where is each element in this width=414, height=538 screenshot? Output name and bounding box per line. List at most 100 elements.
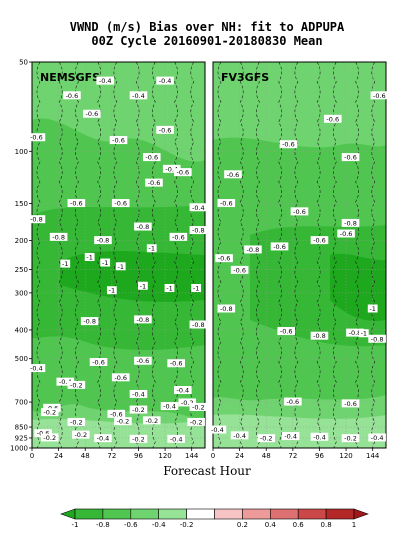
contour-label-box (137, 281, 148, 290)
contour-line (58, 62, 63, 448)
contour-label-box (100, 258, 111, 267)
colorbar-segment (214, 508, 243, 520)
contour-label: -0.8 (220, 305, 233, 313)
colorbar-arrow-high (353, 508, 369, 520)
colorbar-segment (158, 508, 187, 520)
x-tick-label: 24 (235, 452, 244, 460)
contour-label-box (310, 432, 329, 441)
contour-label-box (187, 417, 205, 426)
contour-label: -0.8 (313, 332, 326, 340)
contour-label-box (358, 329, 369, 338)
contour-label-box (224, 170, 242, 179)
contour-line (316, 62, 321, 448)
x-tick-label: 120 (158, 452, 171, 460)
contour-label: -0.6 (86, 110, 99, 118)
contour-label: -1 (102, 259, 108, 267)
contour-label-box (34, 429, 52, 438)
contour-label: -1 (193, 284, 199, 292)
contour-label-box (230, 265, 249, 274)
contour-label-box (94, 236, 112, 245)
contour-label: -0.2 (70, 381, 83, 389)
contour-line (239, 62, 244, 448)
contour-label: -0.2 (70, 418, 83, 426)
contour-label-box (167, 359, 185, 368)
colorbar-segment (325, 508, 355, 520)
contour-label-box (60, 259, 71, 268)
x-tick-label: 72 (107, 452, 116, 460)
contour-label: -0.4 (132, 390, 145, 398)
panel-label: FV3GFS (221, 71, 269, 84)
chart-subtitle: 00Z Cycle 20160901-20180830 Mean (91, 34, 323, 48)
colorbar-arrow-low (60, 508, 76, 520)
contour-label: -1 (166, 284, 172, 292)
panel-frame (212, 61, 387, 449)
contour-label: -0.6 (112, 137, 125, 145)
contour-label: -0.6 (220, 200, 233, 208)
contour-label: -0.2 (117, 418, 130, 426)
x-tick-label: 0 (211, 452, 215, 460)
contour-label: -0.4 (211, 426, 224, 434)
contour-label-box (284, 397, 302, 406)
x-tick-label: 144 (185, 452, 199, 460)
panel-frame (31, 61, 206, 449)
contour-label-box (230, 431, 249, 440)
contour-line (256, 62, 260, 448)
contour-label: -0.6 (340, 230, 353, 238)
contour-label-box (134, 356, 152, 365)
y-tick-label: 850 (15, 424, 28, 432)
contour-label-box (174, 168, 192, 177)
contour-line (174, 62, 178, 448)
contour-label: -1 (140, 282, 146, 290)
contour-label-box (43, 403, 61, 412)
y-tick-label: 700 (15, 399, 28, 407)
contour-label-box (40, 433, 59, 442)
bias-band-0.2 (32, 418, 205, 448)
contour-label-box (160, 402, 179, 411)
y-tick-label: 300 (15, 289, 28, 297)
contour-label-box (80, 317, 99, 326)
contour-label-box (83, 109, 101, 118)
contour-label-box (134, 315, 152, 324)
y-tick-label: 400 (15, 326, 28, 334)
x-tick-label: 24 (54, 452, 63, 460)
contour-label: -1 (109, 287, 115, 295)
contour-label-box (257, 434, 276, 443)
x-tick-label: 0 (30, 452, 34, 460)
contour-label: -0.4 (132, 92, 145, 100)
contour-label: -0.4 (192, 204, 205, 212)
contour-label: -0.6 (273, 243, 286, 251)
colorbar-tick-label: 1 (352, 521, 356, 529)
colorbar-segment (242, 508, 271, 520)
contour-line (333, 62, 337, 448)
contour-label: -0.8 (247, 246, 260, 254)
colorbar-tick-label: -0.2 (180, 521, 194, 529)
contour-label: -1 (369, 305, 375, 313)
contour-label-box (162, 164, 181, 173)
contour-line (36, 62, 41, 448)
contour-label: -0.6 (280, 328, 293, 336)
colorbar-tick-label: 0.4 (265, 521, 277, 529)
contour-label: -0.4 (284, 433, 297, 441)
contour-label-box (27, 364, 46, 373)
contour-label: -1 (62, 260, 68, 268)
contour-label-box (67, 417, 86, 426)
contour-label-box (156, 125, 174, 134)
colorbar-segment (297, 508, 327, 520)
contour-label: -0.4 (165, 165, 178, 173)
contour-label-box (217, 304, 236, 313)
contour-label-box (96, 76, 114, 85)
x-tick-label: 48 (81, 452, 90, 460)
contour-label: -0.8 (52, 233, 65, 241)
contour-label: -0.8 (192, 321, 205, 329)
contour-label: -0.8 (349, 329, 362, 337)
contour-label: -0.2 (43, 409, 56, 417)
contour-label: -0.4 (97, 435, 110, 443)
contour-label: -0.2 (260, 435, 273, 443)
contour-label: -1 (86, 254, 92, 262)
y-tick-label: 250 (15, 266, 28, 274)
contour-line (113, 62, 118, 448)
contour-label-box (40, 408, 59, 417)
y-tick-label: 50 (19, 59, 28, 67)
contour-label-box (67, 380, 86, 389)
contour-label: -0.2 (181, 399, 194, 407)
